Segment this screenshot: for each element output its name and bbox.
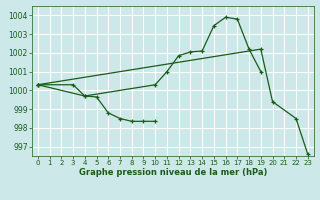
- X-axis label: Graphe pression niveau de la mer (hPa): Graphe pression niveau de la mer (hPa): [79, 168, 267, 177]
